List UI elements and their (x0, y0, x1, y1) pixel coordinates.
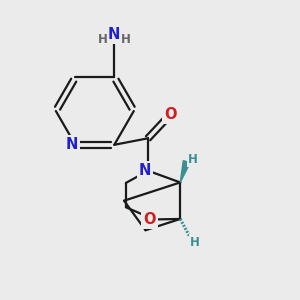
Text: O: O (164, 107, 177, 122)
Text: H: H (98, 33, 107, 46)
Text: H: H (121, 33, 131, 46)
Text: H: H (190, 236, 200, 249)
Polygon shape (180, 160, 190, 182)
Text: N: N (139, 163, 151, 178)
Text: N: N (66, 137, 78, 152)
Text: H: H (188, 153, 198, 166)
Text: N: N (108, 27, 121, 42)
Text: O: O (143, 212, 156, 227)
